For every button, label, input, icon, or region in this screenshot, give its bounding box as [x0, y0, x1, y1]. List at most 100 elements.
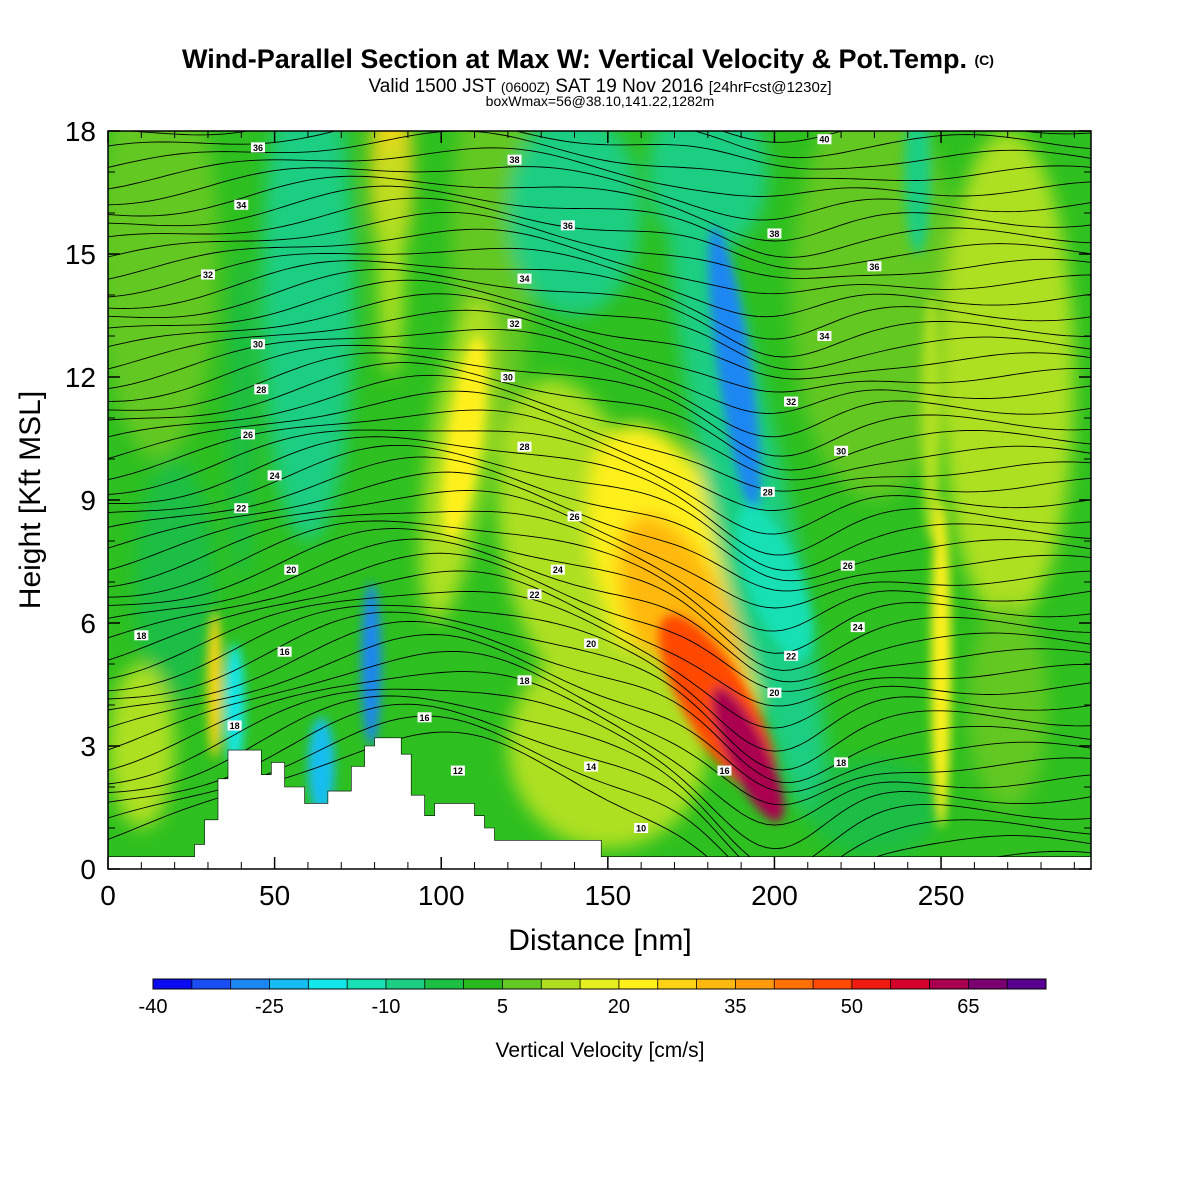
contour-label: 12	[453, 766, 463, 776]
theta-contour	[108, 520, 1091, 654]
velocity-cell	[207, 610, 222, 759]
y-tick-label: 9	[80, 485, 96, 516]
colorbar-swatch	[153, 979, 193, 989]
contour-label: 34	[236, 200, 246, 210]
theta-contour	[108, 436, 1091, 556]
contour-label: 20	[286, 565, 296, 575]
contour-label: 18	[836, 758, 846, 768]
theta-contour	[108, 604, 1091, 752]
theta-contour	[108, 528, 1091, 671]
y-tick-label: 12	[65, 362, 96, 393]
colorbar-swatch	[696, 979, 736, 989]
velocity-cell	[921, 295, 942, 541]
contour-label: 36	[563, 221, 573, 231]
theta-contour	[108, 695, 1091, 869]
colorbar-swatch	[657, 979, 698, 989]
contour-label-bg	[817, 331, 832, 341]
theta-contour	[117, 131, 1091, 159]
colorbar: -40 -25 -10 5 20 35 50 65	[139, 978, 1047, 1018]
contour-label-bg	[784, 396, 799, 407]
contour-label-bg	[200, 269, 215, 280]
contour-label: 10	[636, 824, 646, 834]
colorbar-tick-label: 20	[608, 996, 630, 1018]
theta-contour	[108, 166, 1091, 221]
colorbar-label: Vertical Velocity [cm/s]	[496, 1039, 705, 1062]
contour-label-bg	[134, 630, 149, 641]
chart-subtitle: Valid 1500 JST (0600Z) SAT 19 Nov 2016 […	[368, 76, 831, 97]
contour-label-bg	[584, 638, 599, 649]
colorbar-swatch	[851, 979, 892, 989]
theta-contour	[108, 131, 1091, 170]
contour-label: 26	[843, 561, 853, 571]
contour-label: 24	[553, 565, 563, 575]
velocity-cell	[361, 582, 382, 746]
theta-contour	[108, 552, 1091, 692]
contour-label-bg	[517, 273, 532, 284]
contour-label: 38	[769, 229, 779, 239]
colorbar-tick-label: -40	[139, 996, 168, 1018]
x-tick-label: 250	[918, 880, 965, 911]
contour-label: 22	[236, 504, 246, 514]
colorbar-tick-label: 65	[957, 996, 979, 1018]
contour-label-bg	[634, 823, 649, 833]
colorbar-swatch	[502, 979, 542, 989]
velocity-cell	[941, 131, 1075, 623]
contour-label: 30	[503, 373, 513, 383]
colorbar-swatch	[580, 979, 620, 989]
theta-contour	[108, 352, 1091, 457]
contour-label-bg	[584, 761, 599, 772]
theta-contour	[108, 444, 1091, 571]
contour-label: 38	[510, 155, 520, 165]
velocity-cell	[967, 602, 1048, 808]
colorbar-swatch	[1007, 979, 1047, 989]
velocity-cell	[108, 664, 175, 828]
colorbar-swatch	[385, 979, 426, 989]
colorbar-swatch	[813, 979, 853, 989]
contour-label: 20	[769, 688, 779, 698]
theta-contour	[108, 591, 1091, 729]
contour-label-bg	[507, 154, 522, 165]
contour-label-bg	[767, 687, 782, 698]
contour-label-bg	[767, 228, 782, 239]
theta-contour	[108, 390, 1091, 492]
theta-contour	[108, 147, 1091, 197]
contour-label: 22	[530, 590, 540, 600]
velocity-cell	[134, 459, 215, 705]
contour-label: 36	[253, 143, 263, 153]
colorbar-tick-label: -25	[255, 996, 284, 1018]
y-tick-label: 18	[65, 116, 96, 147]
contour-label-bg	[240, 429, 255, 440]
colorbar-tick-label: 5	[497, 996, 508, 1018]
contour-label: 18	[520, 676, 530, 686]
colorbar-swatch	[541, 979, 581, 989]
contour-label-bg	[254, 384, 269, 395]
contour-label: 24	[853, 623, 863, 633]
contour-label: 36	[869, 262, 879, 272]
velocity-cell	[507, 131, 642, 316]
x-tick-label: 150	[584, 880, 631, 911]
colorbar-tick-label: -10	[372, 996, 401, 1018]
contour-label: 34	[520, 274, 530, 284]
theta-contour	[108, 409, 1091, 511]
contour-label-bg	[567, 511, 582, 522]
theta-contour	[108, 362, 1091, 471]
contour-label: 28	[256, 385, 266, 395]
x-axis-label: Distance [nm]	[508, 924, 691, 957]
contour-label-bg	[527, 589, 542, 600]
contour-label: 28	[520, 442, 530, 452]
colorbar-tick-label: 50	[841, 996, 863, 1018]
y-tick-label: 0	[80, 854, 96, 885]
contour-label: 40	[819, 135, 829, 145]
velocity-cell	[227, 254, 255, 582]
theta-contour	[108, 268, 1091, 358]
colorbar-swatch	[774, 979, 814, 989]
theta-contour	[108, 175, 1091, 242]
colorbar-swatch	[191, 979, 232, 989]
theta-contour	[108, 211, 1091, 279]
x-tick-label: 100	[418, 880, 465, 911]
contour-label-bg	[784, 650, 799, 661]
theta-contour	[108, 247, 1091, 318]
velocity-cell	[736, 504, 813, 660]
theta-contour	[108, 131, 1091, 182]
